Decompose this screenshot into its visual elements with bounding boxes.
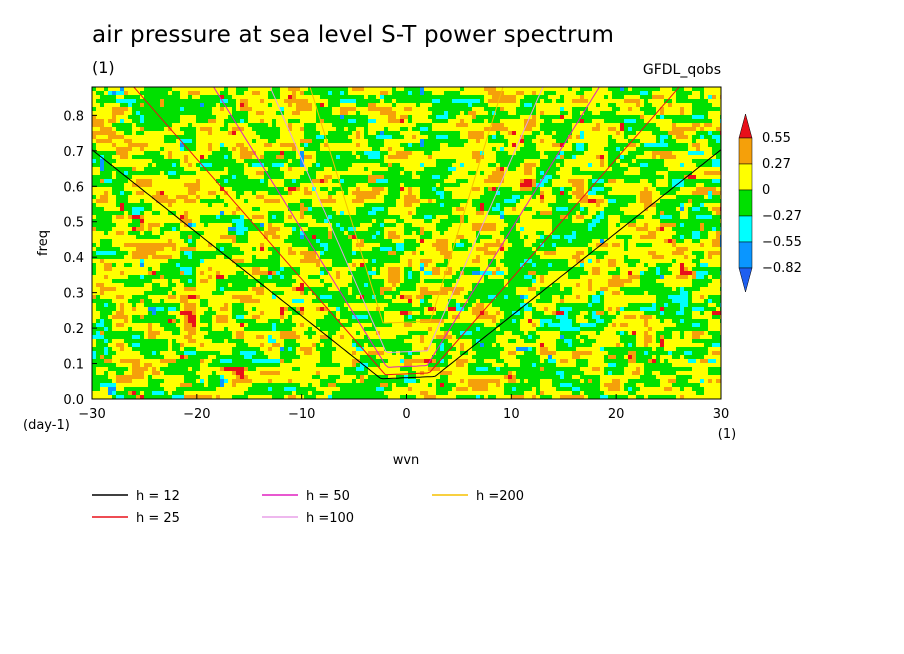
colorbar-bottom-triangle	[738, 267, 753, 293]
colorbar-box	[738, 215, 753, 243]
chart-title: air pressure at sea level S-T power spec…	[92, 22, 615, 48]
legend-label: h =100	[306, 511, 354, 526]
y-axis-units: (day-1)	[23, 418, 70, 433]
y-tick-label: 0.2	[63, 322, 84, 337]
colorbar-level-label: −0.82	[762, 261, 802, 276]
x-axis-units: (1)	[718, 427, 736, 442]
legend: h = 12 h = 25 h = 50 h =100 h =200	[92, 489, 524, 526]
x-axis-label: wvn	[393, 453, 420, 468]
x-tick-label: 10	[503, 407, 520, 422]
dispersion-curve	[309, 87, 504, 324]
x-tick-label: 30	[713, 407, 730, 422]
colorbar-top-triangle	[738, 113, 753, 139]
x-tick-label: 20	[608, 407, 625, 422]
colorbar-box	[738, 163, 753, 191]
colorbar-box	[738, 189, 753, 217]
y-axis: 0.0 0.1 0.2 0.3 0.4 0.5 0.6 0.7 0.8	[63, 109, 97, 408]
x-tick-label: −20	[183, 407, 210, 422]
dispersion-curve	[133, 87, 680, 376]
legend-label: h = 12	[136, 489, 180, 504]
colorbar: 0.55 0.27 0 −0.27 −0.55 −0.82	[738, 113, 802, 293]
y-tick-label: 0.7	[63, 145, 84, 160]
legend-label: h = 50	[306, 489, 350, 504]
legend-label: h =200	[476, 489, 524, 504]
y-tick-label: 0.0	[63, 393, 84, 408]
y-tick-label: 0.5	[63, 216, 84, 231]
x-tick-label: 0	[402, 407, 410, 422]
x-axis: −30 −20 −10 0 10 20 30	[78, 394, 729, 422]
colorbar-box	[738, 137, 753, 165]
x-tick-label: −10	[288, 407, 315, 422]
y-tick-label: 0.4	[63, 251, 84, 266]
dispersion-curve	[92, 149, 721, 380]
x-tick-label: −30	[78, 407, 105, 422]
colorbar-level-label: 0	[762, 183, 770, 198]
y-tick-label: 0.8	[63, 109, 84, 124]
y-axis-label: freq	[36, 230, 51, 256]
colorbar-box	[738, 241, 753, 269]
power-field	[92, 87, 721, 399]
colorbar-level-label: −0.27	[762, 209, 802, 224]
y-tick-label: 0.1	[63, 358, 84, 373]
y-tick-label: 0.6	[63, 180, 84, 195]
legend-label: h = 25	[136, 511, 180, 526]
chart-subtitle-units: (1)	[92, 58, 115, 77]
colorbar-level-label: 0.27	[762, 157, 791, 172]
colorbar-level-label: −0.55	[762, 235, 802, 250]
dispersion-curves	[92, 87, 721, 380]
dataset-label: GFDL_qobs	[642, 62, 721, 78]
y-tick-label: 0.3	[63, 287, 84, 302]
colorbar-level-label: 0.55	[762, 131, 791, 146]
dispersion-curve	[213, 87, 600, 368]
dispersion-curve	[269, 87, 544, 354]
